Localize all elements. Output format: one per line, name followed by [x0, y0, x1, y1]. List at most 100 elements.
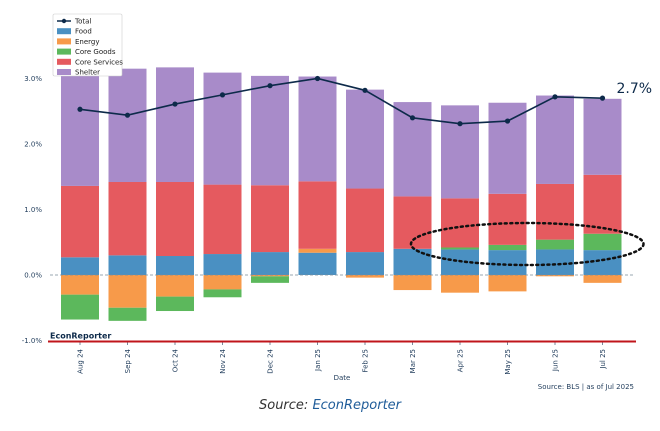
x-tick-label: Aug 24: [77, 348, 85, 373]
legend-label-food: Food: [75, 28, 92, 36]
y-tick-label: 3.0%: [24, 75, 42, 83]
x-tick-label: Mar 25: [409, 349, 417, 373]
legend-swatch-energy: [57, 38, 71, 45]
x-tick-label: Dec 24: [267, 348, 275, 373]
bar-shelter-oct-24: [156, 67, 194, 182]
legend-swatch-shelter: [57, 69, 71, 75]
bar-shelter-aug-24: [61, 69, 99, 186]
total-line: [79, 77, 603, 125]
bar-energy-may-25: [488, 275, 527, 292]
bar-food-feb-25: [346, 252, 384, 275]
x-tick-label: Jun 25: [552, 349, 560, 372]
bar-core-services-jul-25: [583, 174, 622, 234]
y-tick-label: -1.0%: [22, 337, 43, 345]
bar-food-oct-24: [156, 256, 194, 275]
total-point-jul-25: [599, 95, 606, 101]
bar-core-goods-jun-25: [536, 239, 574, 250]
brand-label: EconReporter: [50, 332, 111, 341]
bar-core-services-mar-25: [393, 196, 432, 249]
end-value-label: 2.7%: [617, 81, 653, 97]
x-tick-label: Apr 25: [457, 349, 465, 372]
bar-core-goods-apr-25: [441, 247, 479, 250]
caption-prefix: Source:: [258, 398, 313, 413]
bar-core-services-nov-24: [203, 184, 242, 255]
bar-energy-jul-25: [583, 275, 622, 283]
bar-core-services-jan-25: [298, 181, 337, 249]
x-tick-label: Nov 24: [219, 348, 227, 373]
source-note: Source: BLS | as of Jul 2025: [538, 383, 634, 391]
total-point-may-25: [504, 118, 511, 124]
y-axis: -1.0% 0.0% 1.0% 2.0% 3.0%: [22, 75, 43, 345]
bar-core-goods-oct-24: [156, 296, 194, 312]
legend: Total Food Energy Core Goods Core Services Sh…: [52, 13, 123, 77]
y-tick-label: 2.0%: [24, 141, 42, 149]
legend-label-shelter: Shelter: [75, 69, 100, 77]
bar-food-sep-24: [108, 255, 147, 275]
x-tick-label: Sep 24: [124, 348, 132, 373]
bar-core-services-feb-25: [346, 188, 384, 253]
x-tick-label: Feb 25: [362, 349, 370, 373]
bar-food-nov-24: [203, 254, 242, 275]
bar-core-services-may-25: [488, 193, 527, 245]
bar-energy-jun-25: [536, 275, 574, 277]
y-tick-label: 1.0%: [24, 206, 42, 214]
total-point-jan-25: [314, 75, 321, 82]
bar-shelter-sep-24: [108, 68, 147, 182]
total-point-apr-25: [457, 121, 463, 127]
legend-label-core-services: Core Services: [75, 58, 123, 66]
total-point-feb-25: [362, 87, 368, 93]
highlight-ellipse: [409, 221, 645, 267]
total-point-nov-24: [219, 92, 226, 98]
bar-core-services-oct-24: [156, 181, 194, 257]
bar-core-services-aug-24: [61, 185, 99, 258]
bar-energy-feb-25: [346, 275, 384, 278]
bar-core-services-apr-25: [441, 198, 479, 248]
caption: Source: EconReporter: [0, 398, 660, 413]
bar-food-mar-25: [393, 248, 432, 275]
total-point-aug-24: [77, 106, 83, 112]
x-axis-title: Date: [334, 374, 351, 382]
bar-core-services-dec-24: [251, 185, 289, 253]
x-tick-label: Jul 25: [599, 349, 607, 370]
bar-energy-mar-25: [393, 275, 432, 291]
bar-energy-dec-24: [251, 275, 289, 277]
x-tick-label: Jan 25: [314, 349, 322, 372]
legend-label-total: Total: [74, 18, 91, 26]
bar-energy-apr-25: [441, 275, 479, 293]
caption-link[interactable]: EconReporter: [312, 398, 402, 413]
bar-food-jun-25: [536, 249, 574, 275]
total-point-jun-25: [552, 94, 558, 100]
brand-background: [48, 330, 112, 341]
bar-shelter-apr-25: [441, 105, 479, 199]
legend-label-core-goods: Core Goods: [75, 48, 116, 56]
bar-energy-nov-24: [203, 275, 242, 290]
bar-shelter-may-25: [488, 102, 527, 194]
bar-shelter-nov-24: [203, 72, 242, 185]
bar-energy-aug-24: [61, 275, 99, 295]
bar-core-goods-dec-24: [251, 276, 289, 283]
x-axis: Aug 24 Sep 24 Oct 24 Nov 24 Dec 24 Jan 25 Feb …: [77, 342, 607, 375]
bar-core-goods-may-25: [488, 244, 527, 251]
chart: -1.0% 0.0% 1.0% 2.0% 3.0% Aug 24 Sep 24 Oct 24…: [22, 13, 653, 391]
legend-swatch-food: [57, 28, 71, 35]
bar-core-services-sep-24: [108, 181, 147, 256]
legend-swatch-core-goods: [57, 48, 71, 55]
bar-food-aug-24: [61, 257, 99, 275]
legend-marker-total: [61, 18, 67, 24]
bar-shelter-jan-25: [298, 76, 337, 182]
legend-label-energy: Energy: [75, 38, 100, 46]
bar-shelter-jul-25: [583, 98, 622, 175]
legend-swatch-core-services: [57, 58, 71, 65]
bar-shelter-dec-24: [251, 75, 289, 186]
total-line-layer: [77, 75, 606, 127]
total-point-sep-24: [124, 112, 131, 118]
bar-food-jul-25: [583, 250, 622, 275]
total-point-mar-25: [409, 115, 416, 121]
bar-core-services-jun-25: [536, 183, 574, 240]
x-tick-label: Oct 24: [172, 348, 180, 372]
x-tick-label: May 25: [504, 349, 512, 375]
bar-core-goods-jul-25: [583, 233, 622, 251]
bar-energy-sep-24: [108, 275, 147, 308]
bar-core-goods-nov-24: [203, 289, 242, 298]
bars-layer: [61, 67, 622, 321]
